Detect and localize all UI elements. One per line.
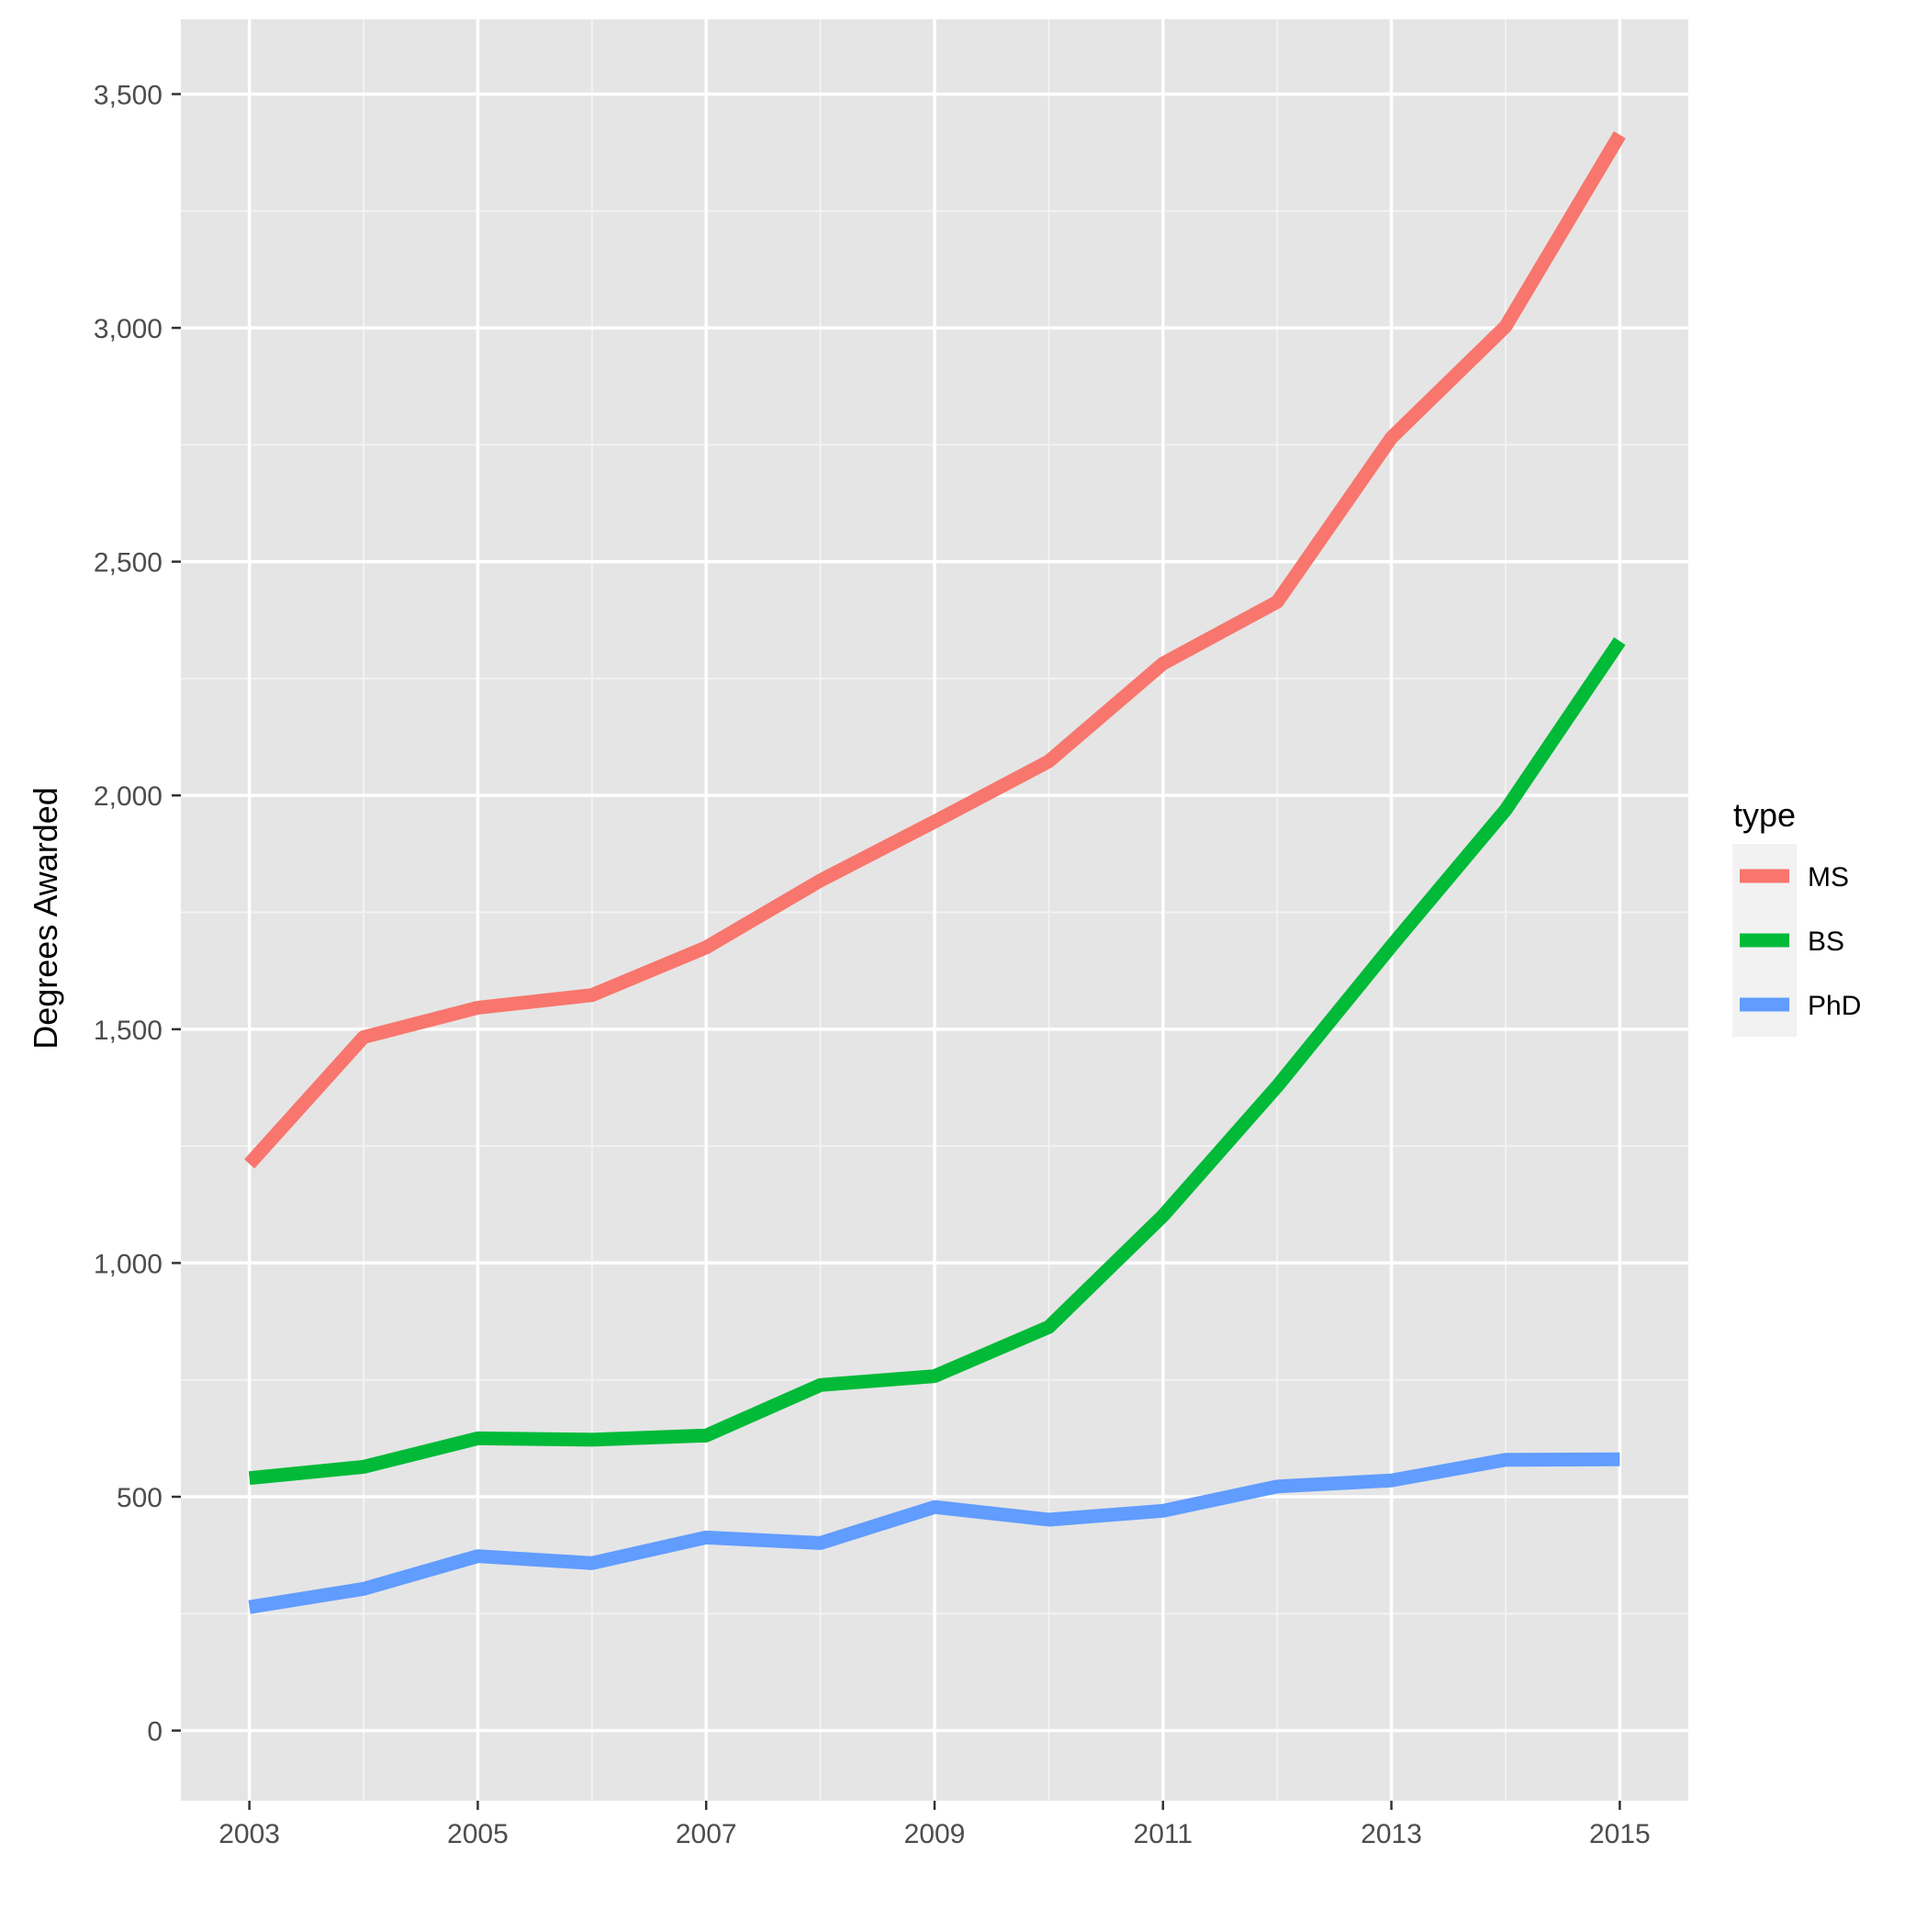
legend-label-phd: PhD — [1808, 991, 1861, 1021]
y-axis-title: Degrees Awarded — [27, 787, 64, 1050]
y-tick-label: 1,000 — [94, 1249, 162, 1279]
y-tick-label: 3,500 — [94, 80, 162, 110]
y-tick-label: 2,500 — [94, 548, 162, 578]
y-tick-label: 0 — [147, 1717, 162, 1747]
x-tick-label: 2013 — [1361, 1819, 1422, 1849]
x-tick-label: 2009 — [904, 1819, 966, 1849]
legend-title: type — [1733, 796, 1796, 834]
y-tick-label: 3,000 — [94, 314, 162, 344]
y-tick-label: 1,500 — [94, 1016, 162, 1046]
series-line-bs — [248, 637, 1626, 1486]
x-tick-label: 2005 — [447, 1819, 509, 1849]
x-tick-label: 2007 — [676, 1819, 737, 1849]
x-tick-label: 2011 — [1134, 1819, 1193, 1849]
legend-label-ms: MS — [1808, 862, 1849, 893]
y-tick-label: 500 — [117, 1483, 162, 1513]
y-tick-label: 2,000 — [94, 781, 162, 812]
legend-label-bs: BS — [1808, 927, 1844, 957]
series-line-ms — [244, 130, 1626, 1169]
series-line-phd — [248, 1452, 1620, 1614]
x-tick-label: 2003 — [218, 1819, 280, 1849]
x-tick-label: 2015 — [1589, 1819, 1651, 1849]
